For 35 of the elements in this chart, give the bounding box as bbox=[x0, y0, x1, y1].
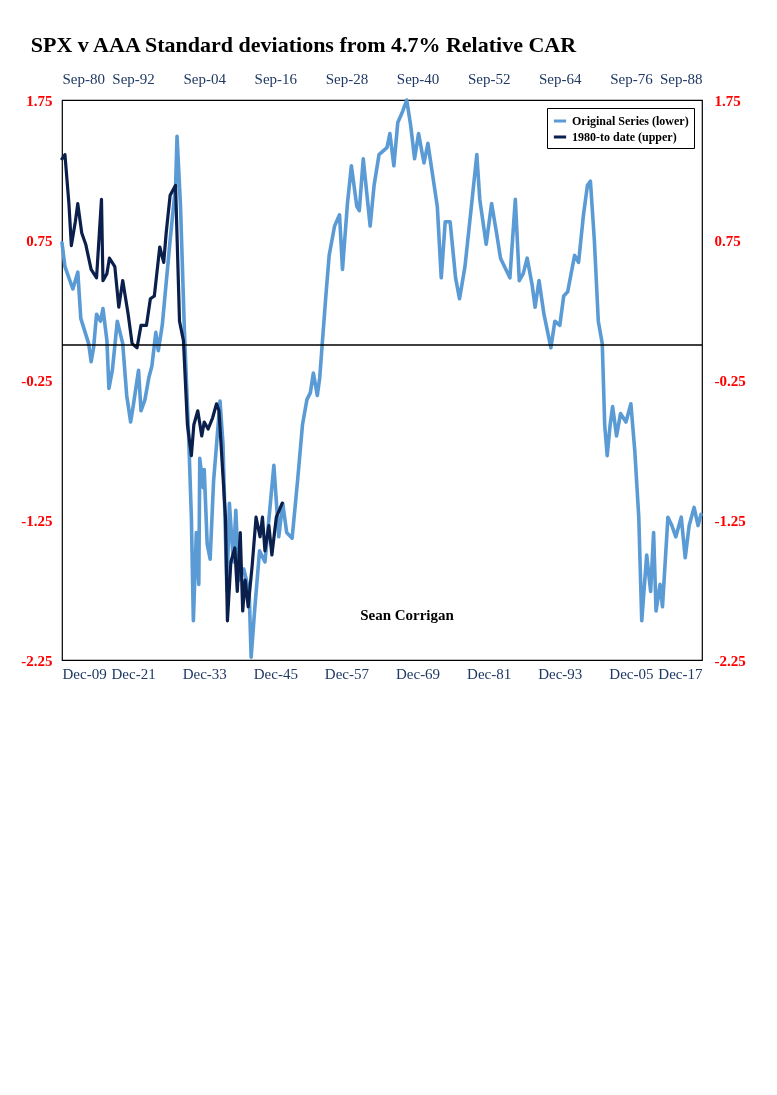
x-tick-label: Dec-69 bbox=[395, 665, 441, 682]
x2-tick-label: Sep-92 bbox=[112, 70, 155, 87]
y2-tick-label: 1.75 bbox=[714, 92, 741, 109]
x-tick-label: Dec-57 bbox=[324, 665, 370, 682]
x2-tick-label: Sep-04 bbox=[183, 70, 227, 87]
x2-tick-label: Sep-40 bbox=[396, 70, 440, 87]
y-tick-label: 0.75 bbox=[26, 232, 53, 249]
y2-tick-label: -0.25 bbox=[714, 372, 746, 389]
line-series bbox=[60, 98, 703, 659]
y2-tick-label: -2.25 bbox=[714, 652, 746, 669]
chart-title: SPX v AAA Standard deviations from 4.7% Relative CAR bbox=[30, 32, 578, 57]
x-tick-label: Dec-33 bbox=[182, 665, 227, 682]
x2-tick-label: Sep-76 bbox=[610, 70, 654, 87]
x2-tick-label: Sep-28 bbox=[325, 70, 369, 87]
y2-tick-label: 0.75 bbox=[714, 232, 741, 249]
x-tick-label: Dec-81 bbox=[467, 665, 512, 682]
x-tick-label: Dec-93 bbox=[538, 665, 583, 682]
y-tick-label: -0.25 bbox=[21, 372, 53, 389]
x-tick-label: Dec-21 bbox=[111, 665, 156, 682]
y-tick-label: -2.25 bbox=[21, 652, 53, 669]
x2-tick-label: Sep-88 bbox=[660, 70, 703, 87]
x2-tick-label: Sep-52 bbox=[467, 70, 511, 87]
y-tick-label: -1.25 bbox=[21, 512, 53, 529]
y2-tick-label: -1.25 bbox=[714, 512, 746, 529]
x-tick-label: Dec-09 bbox=[62, 665, 107, 682]
x2-tick-label: Sep-16 bbox=[254, 70, 298, 87]
x-tick-label: Dec-45 bbox=[253, 665, 298, 682]
annotation: Sean Corrigan bbox=[360, 607, 455, 623]
legend-label: Original Series (lower) bbox=[572, 114, 689, 128]
x-tick-label: Dec-17 bbox=[658, 665, 703, 682]
x2-tick-label: Sep-80 bbox=[62, 70, 105, 87]
x-tick-label: Dec-05 bbox=[609, 665, 654, 682]
x2-tick-label: Sep-64 bbox=[539, 70, 583, 87]
y-tick-label: 1.75 bbox=[26, 92, 53, 109]
legend-label: 1980-to date (upper) bbox=[572, 130, 677, 144]
